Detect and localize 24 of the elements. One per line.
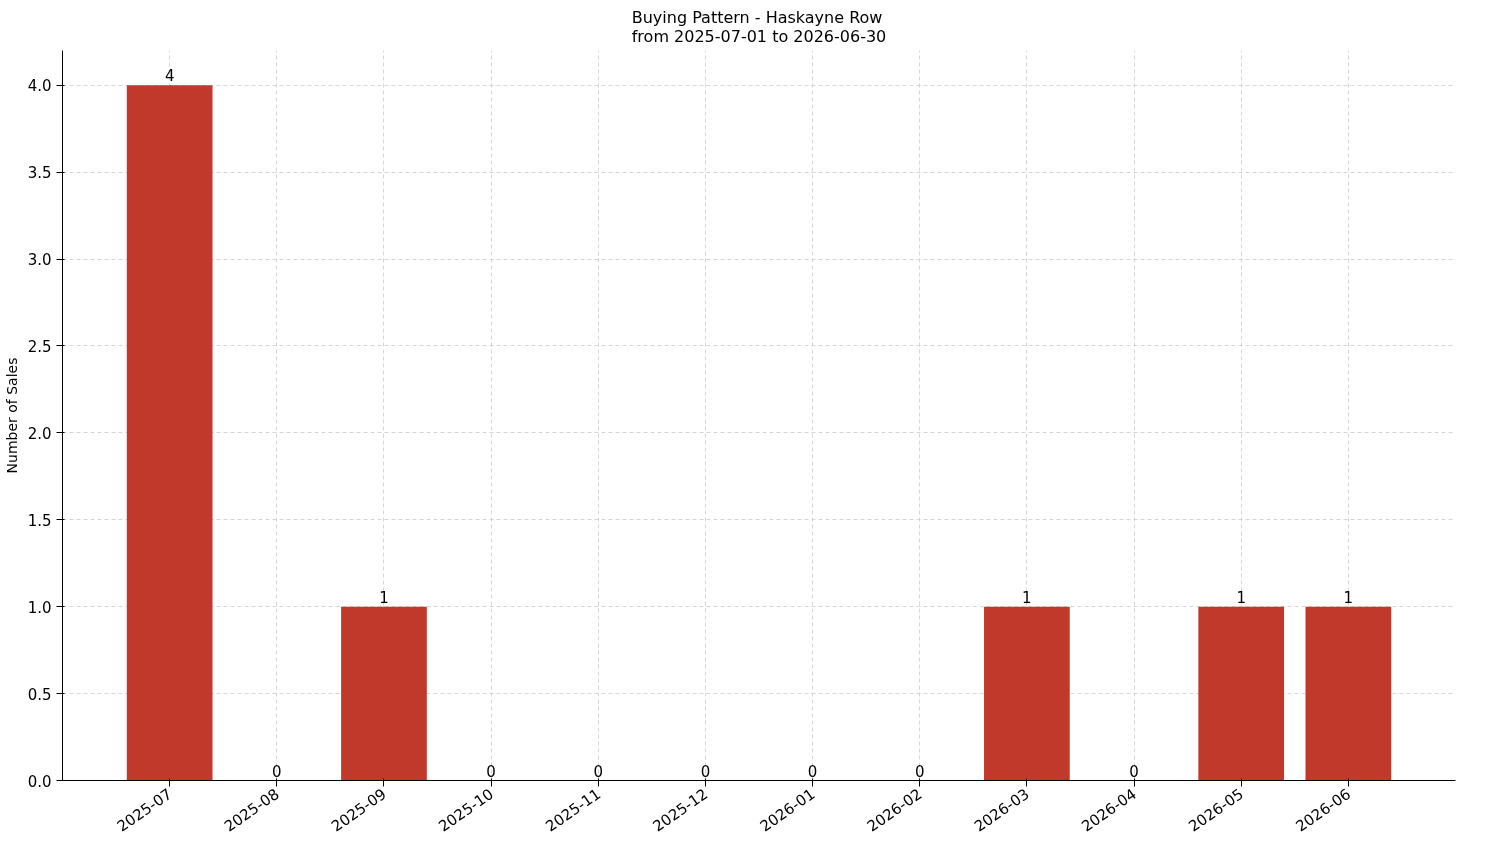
- data-label: 0: [272, 762, 282, 781]
- y-tick-label: 0.5: [27, 685, 52, 704]
- y-tick-label: 2.5: [27, 337, 52, 356]
- y-tick-label: 1.5: [27, 511, 52, 530]
- y-tick-label: 3.0: [27, 251, 52, 270]
- data-label: 0: [914, 762, 925, 781]
- y-tick-label: 3.5: [27, 164, 52, 183]
- data-label: 1: [1236, 588, 1246, 607]
- y-axis-title: Number of Sales: [3, 357, 20, 474]
- data-label: 0: [700, 762, 711, 781]
- data-label: 0: [1129, 762, 1139, 781]
- y-tick-label: 4.0: [27, 77, 52, 96]
- data-label: 1: [1343, 588, 1354, 607]
- data-label: 0: [593, 762, 604, 781]
- chart-title: Buying Pattern - Haskayne Row: [631, 7, 883, 27]
- chart-subtitle: from 2025-07-01 to 2026-06-30: [631, 26, 887, 46]
- data-label: 0: [486, 762, 496, 781]
- y-tick-label: 2.0: [27, 424, 52, 443]
- y-tick-label: 1.0: [27, 598, 52, 617]
- data-label: 4: [164, 67, 175, 86]
- data-label: 1: [379, 588, 389, 607]
- data-label: 1: [1022, 588, 1032, 607]
- y-tick-label: 0.0: [27, 772, 52, 791]
- data-label: 0: [807, 762, 818, 781]
